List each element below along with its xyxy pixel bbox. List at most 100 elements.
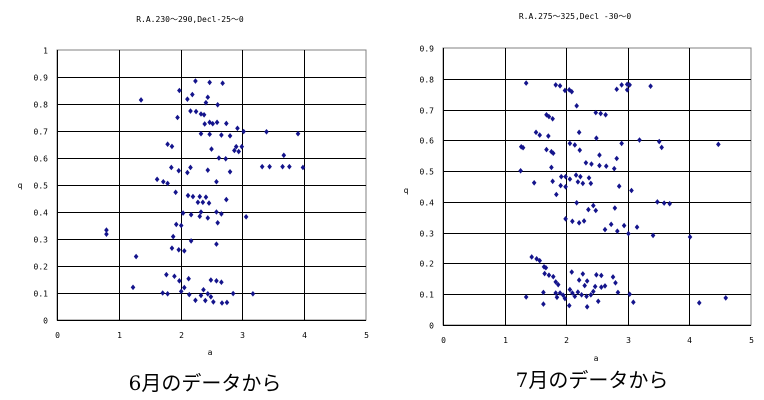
data-point [164, 271, 169, 278]
data-point [574, 103, 579, 109]
chart-caption: 6月のデータから [129, 371, 282, 395]
y-tick-label: 0.7 [34, 128, 49, 137]
data-point [586, 175, 592, 181]
x-tick-label: 0 [55, 331, 60, 340]
data-point [562, 295, 568, 302]
data-point [667, 200, 672, 207]
data-point [235, 125, 240, 132]
data-point [188, 108, 193, 114]
data-point [615, 289, 621, 296]
data-point [185, 96, 190, 102]
data-point [206, 200, 212, 206]
data-point [612, 205, 618, 211]
data-point [165, 180, 170, 187]
y-tick-label: 0 [429, 322, 434, 331]
data-point [154, 176, 160, 183]
data-point [569, 88, 575, 95]
data-point [169, 164, 174, 171]
data-point [224, 120, 229, 127]
y-tick-label: 0.3 [34, 236, 49, 245]
data-point [197, 193, 203, 200]
data-point [661, 200, 667, 206]
data-point [236, 148, 241, 155]
data-point [599, 272, 604, 279]
data-point [529, 254, 535, 260]
data-point [243, 214, 249, 220]
data-point [650, 232, 656, 239]
data-point [589, 161, 594, 167]
data-point [578, 173, 583, 180]
data-point [201, 286, 206, 293]
y-tick-label: 0.5 [420, 168, 435, 177]
data-point [595, 298, 601, 305]
data-point [549, 148, 554, 155]
data-point [211, 299, 216, 305]
data-point [615, 228, 620, 234]
data-point [537, 132, 543, 138]
data-point [227, 133, 233, 139]
y-axis-label: q [404, 186, 409, 195]
data-point [198, 209, 204, 215]
data-point [576, 129, 582, 136]
data-point [558, 182, 563, 189]
y-tick-label: 0.7 [420, 107, 435, 116]
data-point [588, 292, 594, 298]
data-point [201, 112, 207, 118]
data-point [219, 300, 225, 306]
data-point [546, 133, 551, 139]
data-point [178, 288, 184, 295]
y-tick-label: 0.2 [34, 263, 49, 272]
data-point [550, 273, 556, 280]
data-point [611, 165, 617, 172]
data-point [550, 115, 555, 122]
data-point [160, 178, 166, 185]
x-tick-label: 3 [626, 336, 631, 345]
data-point [239, 143, 245, 150]
data-point [224, 299, 230, 306]
data-point [216, 155, 222, 161]
data-point [574, 200, 579, 206]
data-point [281, 152, 287, 159]
data-point [716, 141, 721, 148]
data-point [550, 150, 556, 157]
data-point [576, 277, 582, 283]
data-point [200, 199, 206, 206]
data-point [584, 278, 590, 284]
data-point [250, 291, 256, 297]
data-point [180, 210, 186, 216]
data-point [177, 278, 182, 284]
data-point [233, 143, 239, 150]
data-point [198, 111, 204, 117]
data-point [209, 146, 214, 152]
data-point [205, 291, 211, 297]
data-point [656, 138, 662, 145]
data-point [287, 163, 292, 170]
data-point [176, 167, 182, 174]
data-point [696, 300, 702, 306]
data-point [579, 292, 584, 298]
data-point [593, 109, 599, 116]
x-tick-label: 5 [364, 331, 369, 340]
data-point [188, 164, 193, 171]
x-axis-label: a [594, 354, 599, 363]
data-point [104, 231, 109, 237]
data-point [567, 176, 573, 182]
data-point [241, 128, 246, 135]
data-point [165, 141, 170, 148]
data-point [544, 146, 549, 153]
data-point [193, 78, 198, 84]
data-point [594, 272, 599, 278]
x-tick-label: 2 [179, 331, 184, 340]
data-point [613, 280, 618, 286]
data-point [616, 183, 622, 189]
x-tick-label: 5 [749, 336, 754, 345]
data-point [549, 164, 554, 171]
y-tick-label: 0.1 [34, 290, 49, 299]
data-point [546, 113, 552, 120]
data-point [580, 271, 586, 277]
data-point [259, 163, 265, 170]
data-point [185, 169, 190, 176]
data-point [214, 209, 219, 215]
data-point [264, 129, 269, 135]
data-point [558, 173, 564, 180]
